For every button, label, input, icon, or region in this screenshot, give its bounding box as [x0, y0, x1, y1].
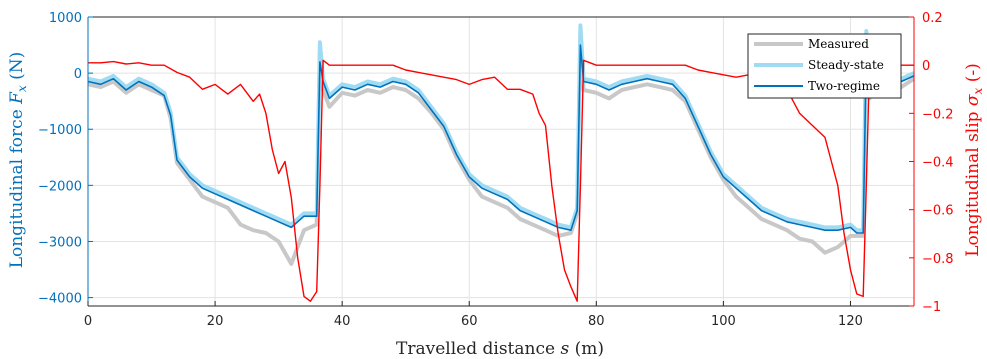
y-right-tick-label: 0: [922, 59, 930, 74]
series-line-two-regime: [87, 44, 915, 234]
tick-labels: 0 20 40 60 80 100 120 1000 0 −1000 −2000 −3000 −4000…: [38, 11, 954, 329]
x-axis-label: Travelled distance s (m): [396, 339, 604, 359]
legend-label-steady-state: Steady-state: [808, 58, 884, 72]
series-lines: [87, 23, 916, 302]
y-left-tick-label: −3000: [38, 235, 82, 250]
y-right-tick-label: 0.2: [922, 11, 943, 26]
y-left-tick-label: −4000: [38, 292, 82, 307]
y-axis-left-label: Longitudinal force Fx (N): [7, 52, 29, 269]
legend: Measured Steady-state Two-regime: [747, 33, 902, 99]
y-right-tick-label: −0.6: [922, 204, 954, 219]
x-tick-label: 120: [838, 314, 863, 329]
y-right-tick-label: −1: [922, 300, 941, 315]
x-tick-label: 0: [84, 314, 92, 329]
x-tick-label: 40: [334, 314, 351, 329]
y-left-tick-label: −1000: [38, 123, 82, 138]
series-line-measured: [87, 31, 916, 266]
series-line-steady-state: [87, 23, 915, 233]
x-tick-label: 20: [207, 314, 224, 329]
y-left-tick-label: 1000: [49, 11, 82, 26]
axes: [87, 16, 915, 307]
y-right-tick-label: −0.4: [922, 156, 954, 171]
y-left-tick-label: 0: [74, 67, 82, 82]
x-tick-label: 60: [461, 314, 478, 329]
legend-label-measured: Measured: [808, 37, 869, 51]
y-right-tick-label: −0.8: [922, 252, 954, 267]
y-axis-right-label: Longitudinal slip σx (-): [963, 63, 985, 257]
y-left-tick-label: −2000: [38, 179, 82, 194]
x-tick-label: 100: [711, 314, 736, 329]
series-line-slip: [88, 59, 914, 302]
y-right-tick-label: −0.2: [922, 107, 954, 122]
x-tick-label: 80: [588, 314, 605, 329]
legend-label-two-regime: Two-regime: [808, 79, 880, 93]
